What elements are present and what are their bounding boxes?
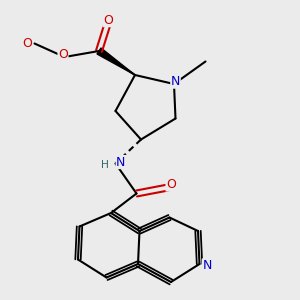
Text: O: O — [58, 48, 68, 61]
Text: N: N — [116, 155, 126, 169]
Polygon shape — [97, 48, 135, 75]
Text: O: O — [166, 178, 176, 191]
Text: N: N — [202, 259, 212, 272]
Text: H: H — [101, 160, 109, 170]
Text: O: O — [103, 14, 113, 27]
Text: N: N — [171, 75, 180, 88]
Text: O: O — [22, 37, 32, 50]
